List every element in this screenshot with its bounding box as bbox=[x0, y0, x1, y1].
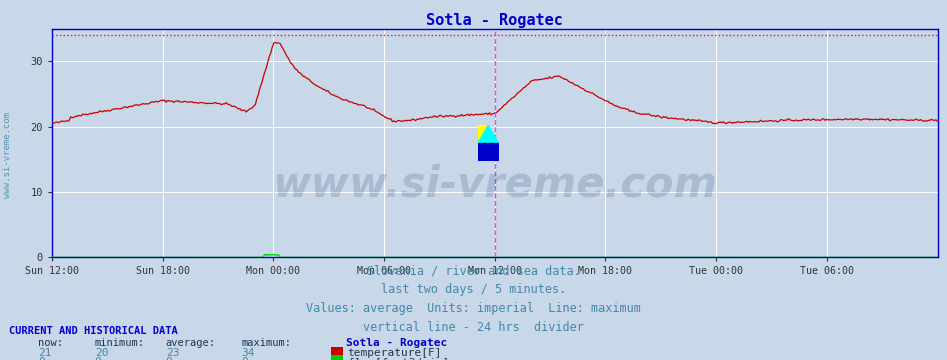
Text: average:: average: bbox=[166, 338, 216, 348]
Text: 0: 0 bbox=[166, 357, 172, 360]
Text: Slovenia / river and sea data.: Slovenia / river and sea data. bbox=[366, 265, 581, 278]
Text: www.si-vreme.com: www.si-vreme.com bbox=[3, 112, 12, 198]
Text: 23: 23 bbox=[166, 348, 179, 359]
Text: 34: 34 bbox=[241, 348, 255, 359]
Text: maximum:: maximum: bbox=[241, 338, 292, 348]
Text: minimum:: minimum: bbox=[95, 338, 145, 348]
Text: CURRENT AND HISTORICAL DATA: CURRENT AND HISTORICAL DATA bbox=[9, 326, 178, 336]
Text: 0: 0 bbox=[241, 357, 248, 360]
Text: Values: average  Units: imperial  Line: maximum: Values: average Units: imperial Line: ma… bbox=[306, 302, 641, 315]
Polygon shape bbox=[478, 143, 499, 161]
Text: temperature[F]: temperature[F] bbox=[348, 348, 442, 359]
Text: 0: 0 bbox=[38, 357, 45, 360]
Polygon shape bbox=[478, 125, 499, 143]
Text: flow[foot3/min]: flow[foot3/min] bbox=[348, 357, 449, 360]
Text: www.si-vreme.com: www.si-vreme.com bbox=[273, 163, 717, 205]
Polygon shape bbox=[478, 125, 489, 143]
Text: now:: now: bbox=[38, 338, 63, 348]
Text: 0: 0 bbox=[95, 357, 101, 360]
Text: 21: 21 bbox=[38, 348, 51, 359]
Text: 20: 20 bbox=[95, 348, 108, 359]
Text: Sotla - Rogatec: Sotla - Rogatec bbox=[346, 338, 447, 348]
Title: Sotla - Rogatec: Sotla - Rogatec bbox=[426, 13, 563, 28]
Text: last two days / 5 minutes.: last two days / 5 minutes. bbox=[381, 283, 566, 296]
Text: vertical line - 24 hrs  divider: vertical line - 24 hrs divider bbox=[363, 321, 584, 334]
